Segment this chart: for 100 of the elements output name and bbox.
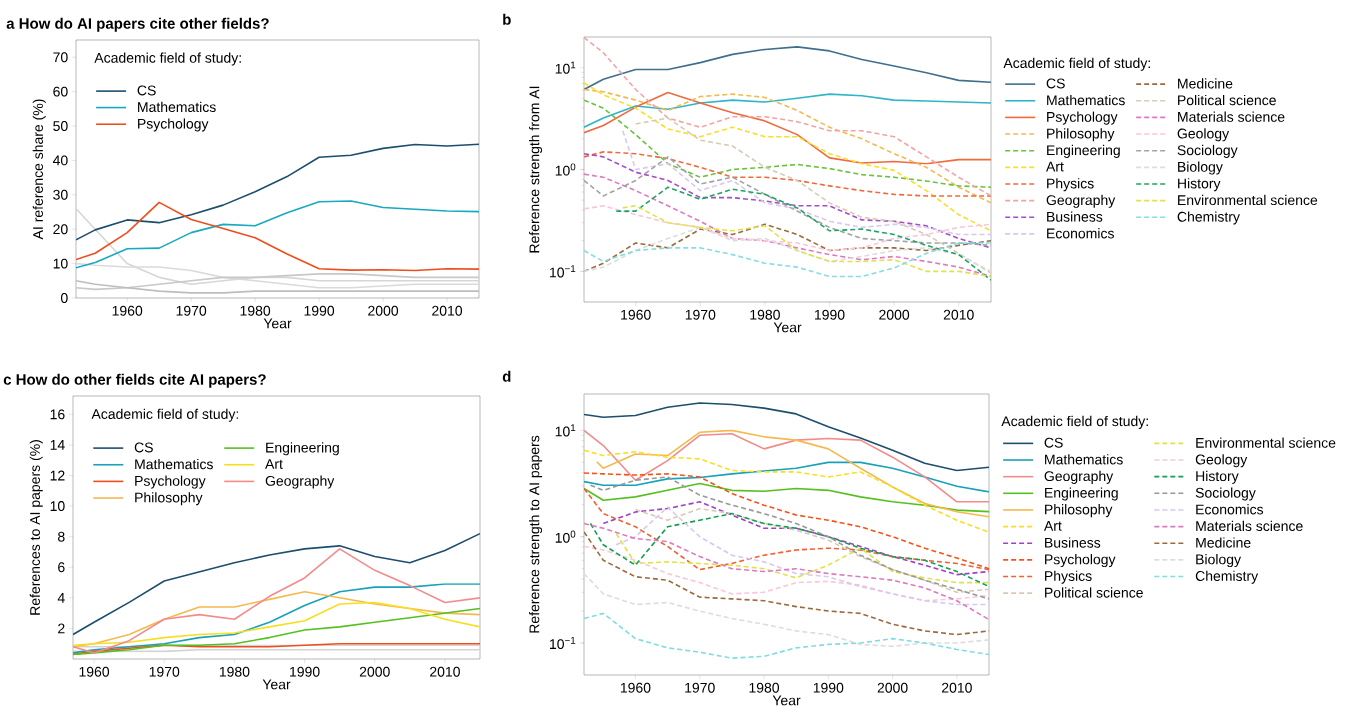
- legend-label: CS: [1044, 437, 1063, 448]
- y-tick-label: 10$^{1}$: [555, 61, 576, 74]
- legend-label: History: [1196, 470, 1239, 484]
- y-axis-title: Reference strength to AI papers: [529, 435, 543, 633]
- legend-label: History: [1178, 178, 1221, 192]
- x-axis-title: Year: [262, 679, 291, 690]
- y-tick-label: 14: [50, 440, 65, 450]
- legend-label: Philosophy: [1047, 128, 1115, 142]
- y-tick-label: 10$^{−1}$: [550, 636, 576, 650]
- legend-label: Chemistry: [1177, 211, 1240, 225]
- legend-label: Chemistry: [1195, 570, 1259, 584]
- legend-label: CS: [134, 442, 153, 453]
- legend-label: Psychology: [1047, 111, 1118, 125]
- legend-label: Philosophy: [135, 492, 203, 506]
- legend-title: Academic field of study:: [94, 52, 241, 66]
- x-tick-label: 1960: [621, 309, 651, 320]
- y-tick-label: 16: [50, 409, 65, 420]
- x-tick-label: 1980: [750, 309, 780, 320]
- legend-label: Geology: [1195, 454, 1248, 468]
- legend-label: CS: [137, 85, 156, 96]
- legend-title: Academic field of study:: [91, 408, 239, 422]
- legend-label: Mathematics: [138, 101, 216, 113]
- legend-label: Engineering: [1045, 487, 1118, 501]
- x-axis-title: Year: [773, 322, 802, 333]
- legend-label: Environmental science: [1196, 437, 1336, 448]
- legend-label: Psychology: [138, 118, 209, 132]
- legend-label: Environmental science: [1178, 194, 1318, 206]
- x-tick-label: 1980: [219, 666, 250, 677]
- legend-label: CS: [1046, 78, 1065, 89]
- legend-label: Materials science: [1178, 111, 1285, 122]
- legend-label: Medicine: [1196, 537, 1251, 548]
- x-tick-label: 1970: [685, 682, 715, 693]
- x-tick-label: 2010: [432, 305, 463, 316]
- x-tick-label: 1970: [149, 666, 180, 677]
- y-tick-label: 8: [58, 531, 65, 542]
- legend-label: Mathematics: [1047, 94, 1125, 106]
- legend-label: Engineering: [1047, 144, 1120, 158]
- legend-label: Geography: [265, 475, 335, 489]
- y-tick-label: 30: [53, 189, 68, 200]
- legend-label: Economics: [1047, 228, 1114, 239]
- legend-label: Economics: [1196, 504, 1264, 515]
- legend-label: Materials science: [1196, 520, 1303, 532]
- y-tick-label: 70: [53, 52, 68, 63]
- y-tick-label: 6: [58, 562, 65, 573]
- y-tick-label: 10$^{1}$: [555, 424, 576, 437]
- legend-label: Mathematics: [135, 458, 213, 470]
- x-tick-label: 1980: [749, 682, 780, 693]
- y-axis-title: Reference strength from AI: [529, 86, 543, 253]
- legend-label: Political science: [1178, 94, 1276, 106]
- y-tick-label: 10$^{0}$: [555, 530, 576, 543]
- x-tick-label: 1990: [814, 309, 845, 320]
- legend-label: Biology: [1196, 554, 1242, 568]
- x-tick-label: 1970: [685, 309, 716, 320]
- x-tick-label: 1960: [112, 305, 143, 316]
- legend-label: Sociology: [1195, 487, 1256, 501]
- legend-label: Physics: [1047, 178, 1094, 192]
- y-tick-label: 10: [50, 501, 65, 512]
- y-tick-label: 12: [50, 470, 65, 481]
- x-tick-label: 2010: [430, 666, 460, 677]
- legend-label: Geography: [1046, 194, 1116, 208]
- legend-label: Business: [1047, 211, 1103, 222]
- legend-title: Academic field of study:: [1001, 415, 1148, 429]
- legend-label: Business: [1045, 537, 1101, 548]
- legend-label: Mathematics: [1045, 454, 1123, 465]
- chart-title: b: [503, 13, 511, 25]
- legend-label: Art: [1046, 161, 1064, 172]
- legend-label: Geography: [1044, 470, 1114, 484]
- chart-title: d: [502, 370, 511, 382]
- x-tick-label: 1990: [290, 666, 320, 677]
- x-tick-label: 1960: [79, 666, 110, 677]
- legend-label: Physics: [1045, 570, 1092, 584]
- x-tick-label: 1990: [304, 305, 335, 316]
- x-axis-title: Year: [263, 318, 292, 329]
- y-tick-label: 60: [53, 86, 68, 97]
- legend-title: Academic field of study:: [1003, 57, 1150, 71]
- y-tick-label: 4: [57, 593, 65, 603]
- x-tick-label: 2010: [943, 309, 974, 320]
- legend-label: Art: [1043, 521, 1062, 531]
- legend-label: Geology: [1177, 128, 1230, 142]
- y-tick-label: 2: [58, 623, 65, 634]
- legend-label: Political science: [1045, 587, 1143, 598]
- y-tick-label: 0: [60, 293, 68, 303]
- x-tick-label: 1970: [176, 305, 207, 316]
- x-tick-label: 2000: [368, 305, 399, 316]
- y-tick-label: 40: [52, 155, 68, 166]
- y-tick-label: 10$^{−1}$: [550, 265, 576, 278]
- legend-label: Engineering: [266, 442, 339, 456]
- y-tick-label: 10$^{0}$: [555, 163, 576, 176]
- x-tick-label: 1980: [240, 305, 271, 316]
- x-axis-title: Year: [772, 695, 801, 706]
- y-tick-label: 10: [53, 258, 68, 269]
- x-tick-label: 1990: [813, 682, 844, 693]
- x-tick-label: 2000: [877, 682, 908, 693]
- legend-label: Psychology: [1045, 554, 1116, 568]
- x-tick-label: 2000: [879, 309, 910, 320]
- x-tick-label: 1960: [620, 682, 651, 693]
- x-tick-label: 2000: [359, 666, 390, 677]
- legend-label: Sociology: [1177, 144, 1238, 158]
- x-tick-label: 2010: [942, 682, 972, 693]
- legend-label: Biology: [1178, 161, 1223, 175]
